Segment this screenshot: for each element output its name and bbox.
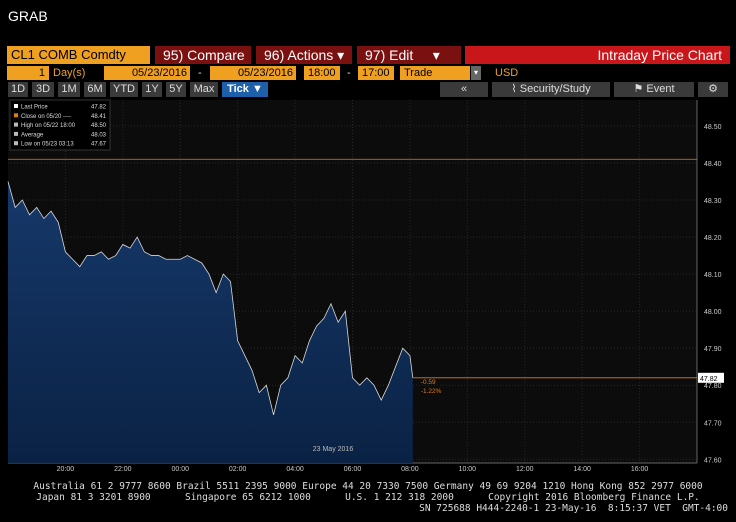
compare-button[interactable]: 95) Compare	[155, 46, 251, 64]
legend-icon	[14, 113, 18, 118]
legend-box	[9, 99, 111, 151]
button-label: 5Y	[169, 83, 183, 95]
range-button[interactable]: Max	[190, 82, 218, 97]
y-tick-label: 48.20	[704, 235, 722, 242]
range-button[interactable]: 1Y	[142, 82, 162, 97]
y-tick-label: 47.90	[704, 346, 722, 353]
x-tick-label: 10:00	[459, 466, 477, 473]
range-button[interactable]: 5Y	[166, 82, 186, 97]
price-chart: 48.50 48.40 48.30 48.20 48.10 48.00 47.90 47.80…	[7, 99, 724, 473]
x-tick-label: 08:00	[401, 466, 419, 473]
back-button[interactable]: «	[440, 82, 488, 97]
legend-label: High on 05/22 18:00	[21, 123, 76, 129]
button-label: 6M	[87, 83, 103, 95]
start-time[interactable]: 18:00	[304, 66, 340, 80]
end-date[interactable]: 05/23/2016	[210, 66, 296, 80]
range-button[interactable]: 1M	[58, 82, 80, 97]
y-tick-label: 48.40	[704, 161, 722, 168]
currency: USD	[495, 67, 519, 79]
footer-line: Japan 81 3 3201 8900 Singapore 65 6212 1…	[36, 492, 700, 503]
legend-label: Close on 05/20 ----	[21, 114, 71, 120]
x-tick-label: 20:00	[57, 466, 75, 473]
legend-icon	[14, 141, 18, 146]
button-label: 96) Actions	[264, 47, 334, 63]
button-label: 1M	[61, 83, 77, 95]
unit-label: Day(s)	[53, 67, 86, 79]
security-input[interactable]: CL1 COMB Comdty	[7, 46, 150, 64]
field-select[interactable]: Trade	[400, 66, 470, 80]
range-button[interactable]: 1D	[8, 82, 28, 97]
footer-line: Australia 61 2 9777 8600 Brazil 5511 239…	[33, 481, 703, 492]
range-button[interactable]: 3D	[32, 82, 54, 97]
event-button[interactable]: ⚑ Event	[614, 82, 694, 97]
range-button[interactable]: 6M	[84, 82, 106, 97]
end-time[interactable]: 17:00	[358, 66, 394, 80]
footer-line: SN 725688 H444-2240-1 23-May-16 8:15:37 …	[419, 503, 728, 514]
button-label: Security/Study	[519, 83, 591, 95]
x-tick-label: 22:00	[114, 466, 132, 473]
last-price-tag	[698, 372, 724, 383]
legend-value: 47.67	[91, 142, 107, 148]
start-date[interactable]: 05/23/2016	[104, 66, 190, 80]
button-label: 97) Edit	[365, 47, 414, 63]
actions-button[interactable]: 96) Actions ▾	[256, 46, 352, 64]
legend-value: 48.50	[91, 123, 107, 129]
window-title: GRAB	[8, 8, 48, 24]
y-tick-label: 48.30	[704, 198, 722, 205]
legend-icon	[14, 104, 18, 108]
button-label: Max	[193, 83, 215, 95]
legend-icon	[14, 131, 18, 136]
y-tick-label: 48.10	[704, 272, 722, 279]
legend-label: Last Price	[21, 105, 48, 111]
last-price-tag-label: 47.82	[700, 376, 718, 383]
settings-button[interactable]: ⚙	[698, 82, 728, 97]
date-label: 23 May 2016	[313, 446, 354, 453]
legend-label: Average	[21, 132, 44, 138]
x-tick-label: 06:00	[344, 466, 362, 473]
x-tick-label: 02:00	[229, 466, 247, 473]
button-label: YTD	[113, 83, 135, 95]
dropdown-arrow[interactable]: ▾	[471, 66, 481, 80]
separator: -	[347, 67, 351, 79]
y-tick-label: 47.70	[704, 420, 722, 427]
y-tick-label: 47.60	[704, 457, 722, 464]
x-tick-label: 04:00	[286, 466, 304, 473]
panel-title: Intraday Price Chart	[465, 46, 730, 64]
count-input[interactable]: 1	[7, 66, 49, 80]
x-tick-label: 00:00	[171, 466, 189, 473]
study-button[interactable]: ⌇ Security/Study	[492, 82, 610, 97]
range-button[interactable]: Tick ▼	[222, 82, 268, 97]
legend-value: 47.82	[91, 105, 107, 111]
legend-value: 48.03	[91, 132, 107, 138]
edit-button[interactable]: 97) Edit ▾	[357, 46, 461, 64]
separator: -	[198, 67, 202, 79]
y-tick-label: 48.00	[704, 309, 722, 316]
price-area	[8, 181, 413, 463]
button-label: Tick	[227, 83, 249, 95]
button-label: 3D	[35, 83, 51, 95]
change-annotation: -1.22%	[421, 388, 442, 395]
legend-value: 48.41	[91, 114, 107, 120]
x-tick-label: 14:00	[573, 466, 591, 473]
legend-icon	[14, 122, 18, 127]
button-label: Event	[646, 83, 675, 95]
button-label: 1D	[10, 83, 26, 95]
y-tick-label: 48.50	[704, 124, 722, 131]
range-button[interactable]: YTD	[110, 82, 138, 97]
x-tick-label: 16:00	[631, 466, 649, 473]
price-line	[7, 181, 414, 415]
button-label: 1Y	[145, 83, 159, 95]
legend-label: Low on 05/23 03:13	[21, 142, 74, 148]
change-annotation: -0.59	[421, 379, 436, 386]
y-tick-label: 47.80	[704, 383, 722, 390]
x-tick-label: 12:00	[516, 466, 534, 473]
